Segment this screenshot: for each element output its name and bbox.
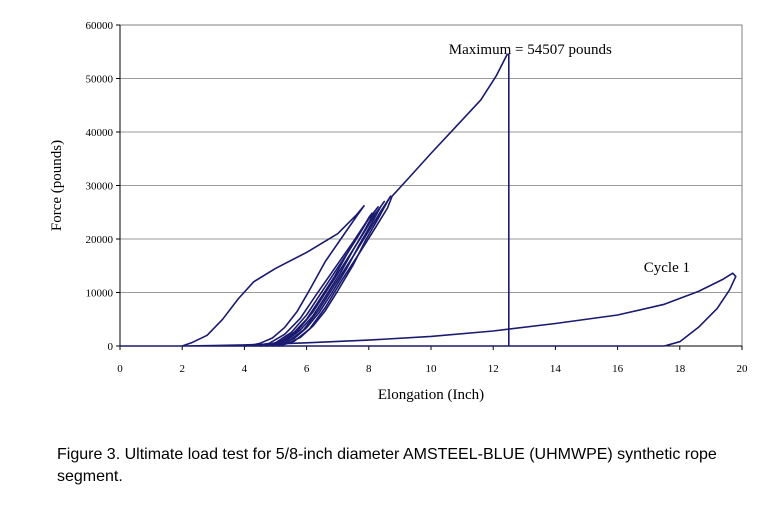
x-tick-label: 18	[674, 363, 686, 375]
x-tick-label: 4	[242, 363, 248, 375]
series-line-6	[272, 195, 392, 347]
y-tick-label: 20000	[86, 234, 114, 246]
series-line-2	[181, 205, 365, 347]
series	[120, 53, 737, 347]
series-line-5	[266, 200, 386, 347]
x-axis-title: Elongation (Inch)	[378, 387, 484, 403]
x-tick-label: 14	[550, 363, 562, 375]
annotation-maximum: Maximum = 54507 pounds	[449, 42, 612, 58]
y-tick-label: 40000	[86, 127, 114, 139]
x-tick-label: 8	[366, 363, 372, 375]
y-axis-title: Force (pounds)	[49, 140, 65, 231]
y-tick-label: 30000	[86, 181, 114, 193]
y-tick-label: 0	[108, 341, 114, 353]
series-line-7	[278, 53, 510, 347]
annotation-cycle-1: Cycle 1	[644, 260, 690, 276]
x-tick-label: 2	[179, 363, 185, 375]
x-axis-ticks: 0 2 4 6 8 10 12 14 16 18 20	[117, 25, 748, 375]
figure-caption: Figure 3. Ultimate load test for 5/8-inc…	[57, 446, 717, 485]
y-axis-ticks: 0 10000 20000 30000 40000 50000 60000	[86, 20, 120, 353]
x-tick-label: 0	[117, 363, 123, 375]
x-tick-label: 12	[488, 363, 499, 375]
y-tick-label: 50000	[86, 74, 114, 86]
series-line-1	[120, 272, 737, 347]
x-tick-label: 6	[304, 363, 310, 375]
chart: 0 10000 20000 30000 40000 50000 60000 0 2 4 6 8 10 1…	[49, 20, 748, 403]
x-tick-label: 10	[426, 363, 438, 375]
series-line-4	[259, 206, 379, 347]
x-tick-label: 20	[737, 363, 749, 375]
grid	[120, 78, 742, 293]
y-tick-label: 10000	[86, 288, 114, 300]
y-tick-label: 60000	[86, 20, 114, 32]
x-tick-label: 16	[612, 363, 624, 375]
